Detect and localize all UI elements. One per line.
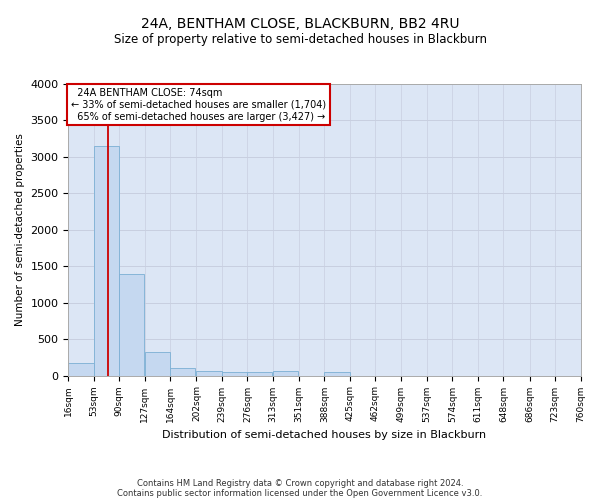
Bar — [325, 372, 350, 376]
Bar — [222, 372, 247, 376]
Bar — [68, 363, 94, 376]
Bar — [170, 368, 196, 376]
Bar — [94, 146, 119, 376]
Text: Contains public sector information licensed under the Open Government Licence v3: Contains public sector information licen… — [118, 488, 482, 498]
Text: 24A, BENTHAM CLOSE, BLACKBURN, BB2 4RU: 24A, BENTHAM CLOSE, BLACKBURN, BB2 4RU — [141, 18, 459, 32]
Bar — [273, 371, 298, 376]
Bar — [145, 352, 170, 376]
Bar — [196, 371, 221, 376]
Bar — [119, 274, 145, 376]
Text: Contains HM Land Registry data © Crown copyright and database right 2024.: Contains HM Land Registry data © Crown c… — [137, 478, 463, 488]
X-axis label: Distribution of semi-detached houses by size in Blackburn: Distribution of semi-detached houses by … — [163, 430, 487, 440]
Bar — [247, 372, 272, 376]
Text: 24A BENTHAM CLOSE: 74sqm
← 33% of semi-detached houses are smaller (1,704)
  65%: 24A BENTHAM CLOSE: 74sqm ← 33% of semi-d… — [71, 88, 326, 122]
Text: Size of property relative to semi-detached houses in Blackburn: Size of property relative to semi-detach… — [113, 32, 487, 46]
Y-axis label: Number of semi-detached properties: Number of semi-detached properties — [15, 134, 25, 326]
